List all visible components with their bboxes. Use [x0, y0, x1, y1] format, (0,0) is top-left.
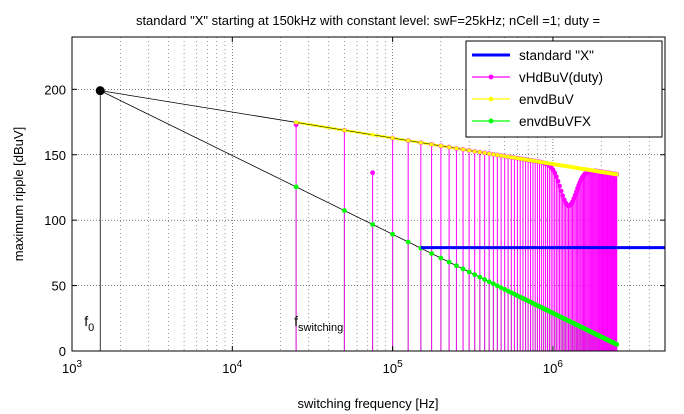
envdBuVFX-point [454, 263, 459, 269]
x-tick-label: 106 [543, 359, 563, 376]
envdBuVFX-point [293, 184, 299, 190]
legend-swatch-marker [488, 118, 494, 124]
fswitching-annotation: fswitching [294, 313, 343, 334]
envdBuVFX-point [460, 266, 466, 272]
x-tick-label: 103 [62, 359, 82, 376]
envdBuVFX-point [341, 208, 347, 214]
x-tick-label: 105 [383, 359, 403, 376]
envdBuV-point [472, 149, 477, 154]
envdBuVFX-point [429, 251, 434, 256]
envdBuVFX-point [438, 255, 444, 261]
legend-label: envdBuVFX [519, 114, 591, 129]
vHdBuV-point [557, 183, 562, 189]
envdBuVFX-point [472, 272, 478, 278]
envdBuV-point [342, 128, 347, 133]
envdBuV-point [454, 146, 459, 151]
envdBuVFX-point [446, 259, 452, 265]
y-tick-label: 0 [59, 344, 66, 359]
envdBuVFX-point [466, 269, 472, 275]
envdBuVFX-point [482, 277, 488, 282]
envdBuV-point [294, 120, 299, 125]
legend-label: standard "X" [519, 48, 594, 63]
envdBuVFX-point [477, 274, 483, 280]
envdBuV-point [509, 155, 514, 160]
envdBuV-point [438, 143, 443, 148]
vHdBuV-point [555, 178, 561, 184]
envdBuVFX-point [614, 342, 620, 347]
vHdBuV-point [558, 188, 564, 194]
legend-label: envdBuV [519, 92, 574, 107]
envdBuV-point [429, 142, 434, 147]
y-tick-label: 150 [44, 148, 66, 163]
envdBuV-point [418, 140, 423, 145]
x-axis-label: switching frequency [Hz] [298, 396, 439, 411]
envdBuV-point [467, 148, 472, 153]
f0-point [95, 86, 105, 96]
vHdBuV-point [370, 170, 376, 176]
envdBuV-point [502, 154, 507, 159]
envdBuV-point [495, 153, 500, 158]
envdBuVFX-point [486, 279, 492, 285]
envdBuV-point [447, 145, 452, 150]
plot-area [95, 86, 665, 351]
axis-ticks: 103 104 105 106 0 50 100 150 200 [44, 37, 665, 376]
x-tick-label: 104 [222, 359, 242, 376]
envdBuV-point [491, 152, 496, 157]
y-tick-label: 100 [44, 213, 66, 228]
envdBuV-point [506, 154, 511, 159]
envdBuV-point [487, 151, 492, 156]
envdBuV-point [390, 136, 395, 141]
vHdBuV-point [553, 174, 559, 180]
chart-title: standard "X" starting at 150kHz with con… [136, 13, 600, 28]
legend: standard "X" vHdBuV(duty) envdBuV envdBuVFX [465, 40, 663, 138]
legend-swatch-marker [488, 96, 494, 102]
vHdBuV-point [560, 193, 566, 199]
envdBuVFX-point [405, 239, 411, 245]
envdBuV-point [406, 138, 411, 143]
envdBuVFX-point [370, 222, 376, 227]
envdBuV-point [482, 150, 487, 155]
annotations: f0 fswitching [84, 313, 343, 334]
axes-box [71, 36, 666, 352]
envdBuV-point [512, 155, 517, 160]
f0-annotation: f0 [84, 313, 94, 334]
envdBuV-point [499, 153, 504, 158]
envdBuV-point [461, 147, 466, 152]
legend-label: vHdBuV(duty) [519, 70, 603, 85]
envdBuVFX-point [494, 283, 500, 289]
envdBuVFX-point [490, 281, 496, 287]
y-tick-label: 200 [44, 82, 66, 97]
envdBuV-point [370, 132, 375, 137]
y-tick-label: 50 [52, 279, 66, 294]
vHdBuV-point [552, 170, 558, 176]
envdBuVFX-point [390, 231, 396, 237]
envdBuVFX-point [498, 285, 504, 291]
envdBuV-point [477, 150, 482, 155]
legend-swatch-marker [488, 74, 494, 80]
y-axis-label: maximum ripple [dBuV] [11, 127, 26, 261]
envdBuV-point [614, 172, 619, 177]
